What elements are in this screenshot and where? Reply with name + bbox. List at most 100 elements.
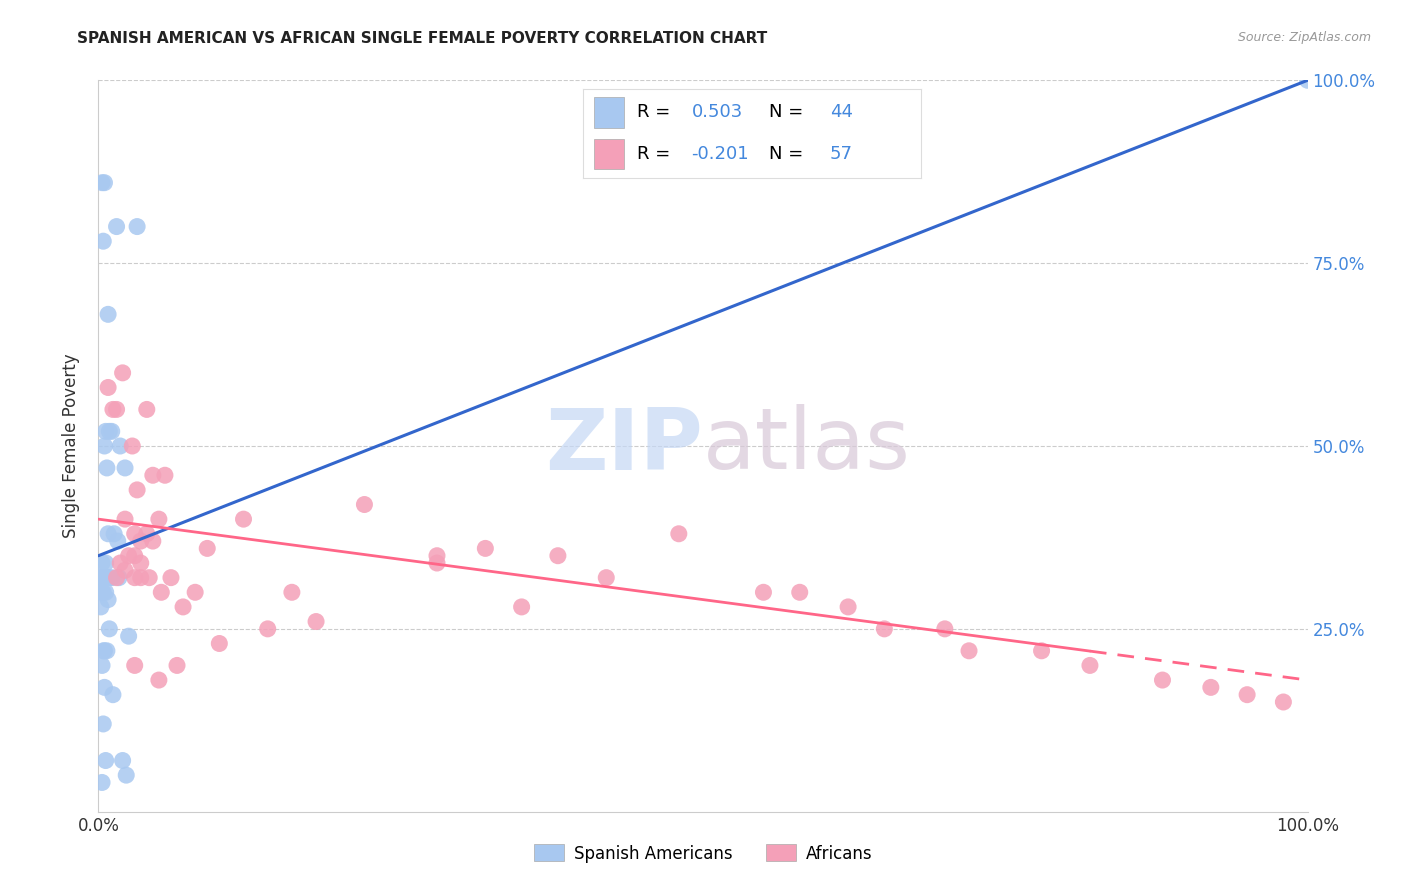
Text: 44: 44 <box>830 103 853 121</box>
Point <box>108 571 131 585</box>
Point <box>426 549 449 563</box>
Point <box>129 534 152 549</box>
Point <box>97 526 120 541</box>
Point <box>934 622 956 636</box>
Point <box>91 775 114 789</box>
Point <box>957 644 980 658</box>
Point <box>118 549 141 563</box>
Point <box>153 468 176 483</box>
Text: -0.201: -0.201 <box>692 145 749 163</box>
Point <box>114 461 136 475</box>
Point <box>474 541 496 556</box>
Point <box>94 754 117 768</box>
Point <box>118 629 141 643</box>
Text: atlas: atlas <box>703 404 911 488</box>
Legend: Spanish Americans, Africans: Spanish Americans, Africans <box>527 838 879 869</box>
Point <box>96 461 118 475</box>
Point <box>124 526 146 541</box>
Point <box>91 644 114 658</box>
Point <box>148 512 170 526</box>
Point <box>195 541 218 556</box>
Point <box>91 234 114 248</box>
Point <box>94 556 117 570</box>
Point <box>114 512 136 526</box>
Point <box>103 526 125 541</box>
Point <box>121 439 143 453</box>
Point <box>98 571 121 585</box>
Point <box>595 571 617 585</box>
Point <box>90 571 112 585</box>
Point <box>96 571 118 585</box>
Bar <box>593 97 624 128</box>
Point <box>90 599 112 614</box>
Point <box>91 556 114 570</box>
Point <box>101 688 124 702</box>
Point <box>97 592 120 607</box>
Point <box>166 658 188 673</box>
Point <box>97 307 120 321</box>
Text: R =: R = <box>637 145 676 163</box>
Point <box>668 526 690 541</box>
Point <box>184 585 207 599</box>
Point <box>114 563 136 577</box>
Point <box>142 468 165 483</box>
Text: 0.503: 0.503 <box>692 103 742 121</box>
Text: ZIP: ZIP <box>546 404 703 488</box>
Text: 57: 57 <box>830 145 853 163</box>
Point <box>1031 644 1053 658</box>
Point <box>129 571 152 585</box>
Point <box>91 176 114 190</box>
Point <box>107 534 129 549</box>
Point <box>124 571 146 585</box>
Text: N =: N = <box>769 103 808 121</box>
Point <box>138 571 160 585</box>
Point <box>91 585 114 599</box>
Point <box>91 571 114 585</box>
Point <box>873 622 896 636</box>
Point <box>98 622 121 636</box>
Point <box>148 673 170 687</box>
Point <box>100 571 122 585</box>
Point <box>93 644 115 658</box>
Point <box>111 366 134 380</box>
Point <box>127 219 149 234</box>
Point <box>208 636 231 650</box>
Point <box>135 402 157 417</box>
Point <box>91 717 114 731</box>
Point <box>124 658 146 673</box>
Point <box>108 556 131 570</box>
Point <box>108 439 131 453</box>
Point <box>96 644 118 658</box>
Point <box>100 425 122 439</box>
Point <box>752 585 775 599</box>
Point <box>1272 695 1295 709</box>
Point <box>101 402 124 417</box>
Point <box>142 534 165 549</box>
Point <box>426 556 449 570</box>
Point <box>172 599 194 614</box>
Point <box>353 498 375 512</box>
Point <box>124 549 146 563</box>
Point <box>547 549 569 563</box>
Point <box>1296 73 1319 87</box>
Point <box>160 571 183 585</box>
Point <box>93 176 115 190</box>
Point <box>115 768 138 782</box>
Point <box>93 439 115 453</box>
Point <box>127 483 149 497</box>
Point <box>135 526 157 541</box>
Point <box>281 585 304 599</box>
Point <box>232 512 254 526</box>
Text: Source: ZipAtlas.com: Source: ZipAtlas.com <box>1237 31 1371 45</box>
Text: N =: N = <box>769 145 808 163</box>
Point <box>1078 658 1101 673</box>
Point <box>1236 688 1258 702</box>
Point <box>93 571 115 585</box>
Bar <box>593 139 624 169</box>
Point <box>837 599 859 614</box>
Point <box>94 585 117 599</box>
Text: SPANISH AMERICAN VS AFRICAN SINGLE FEMALE POVERTY CORRELATION CHART: SPANISH AMERICAN VS AFRICAN SINGLE FEMAL… <box>77 31 768 46</box>
Point <box>305 615 328 629</box>
Point <box>1152 673 1174 687</box>
Point <box>256 622 278 636</box>
